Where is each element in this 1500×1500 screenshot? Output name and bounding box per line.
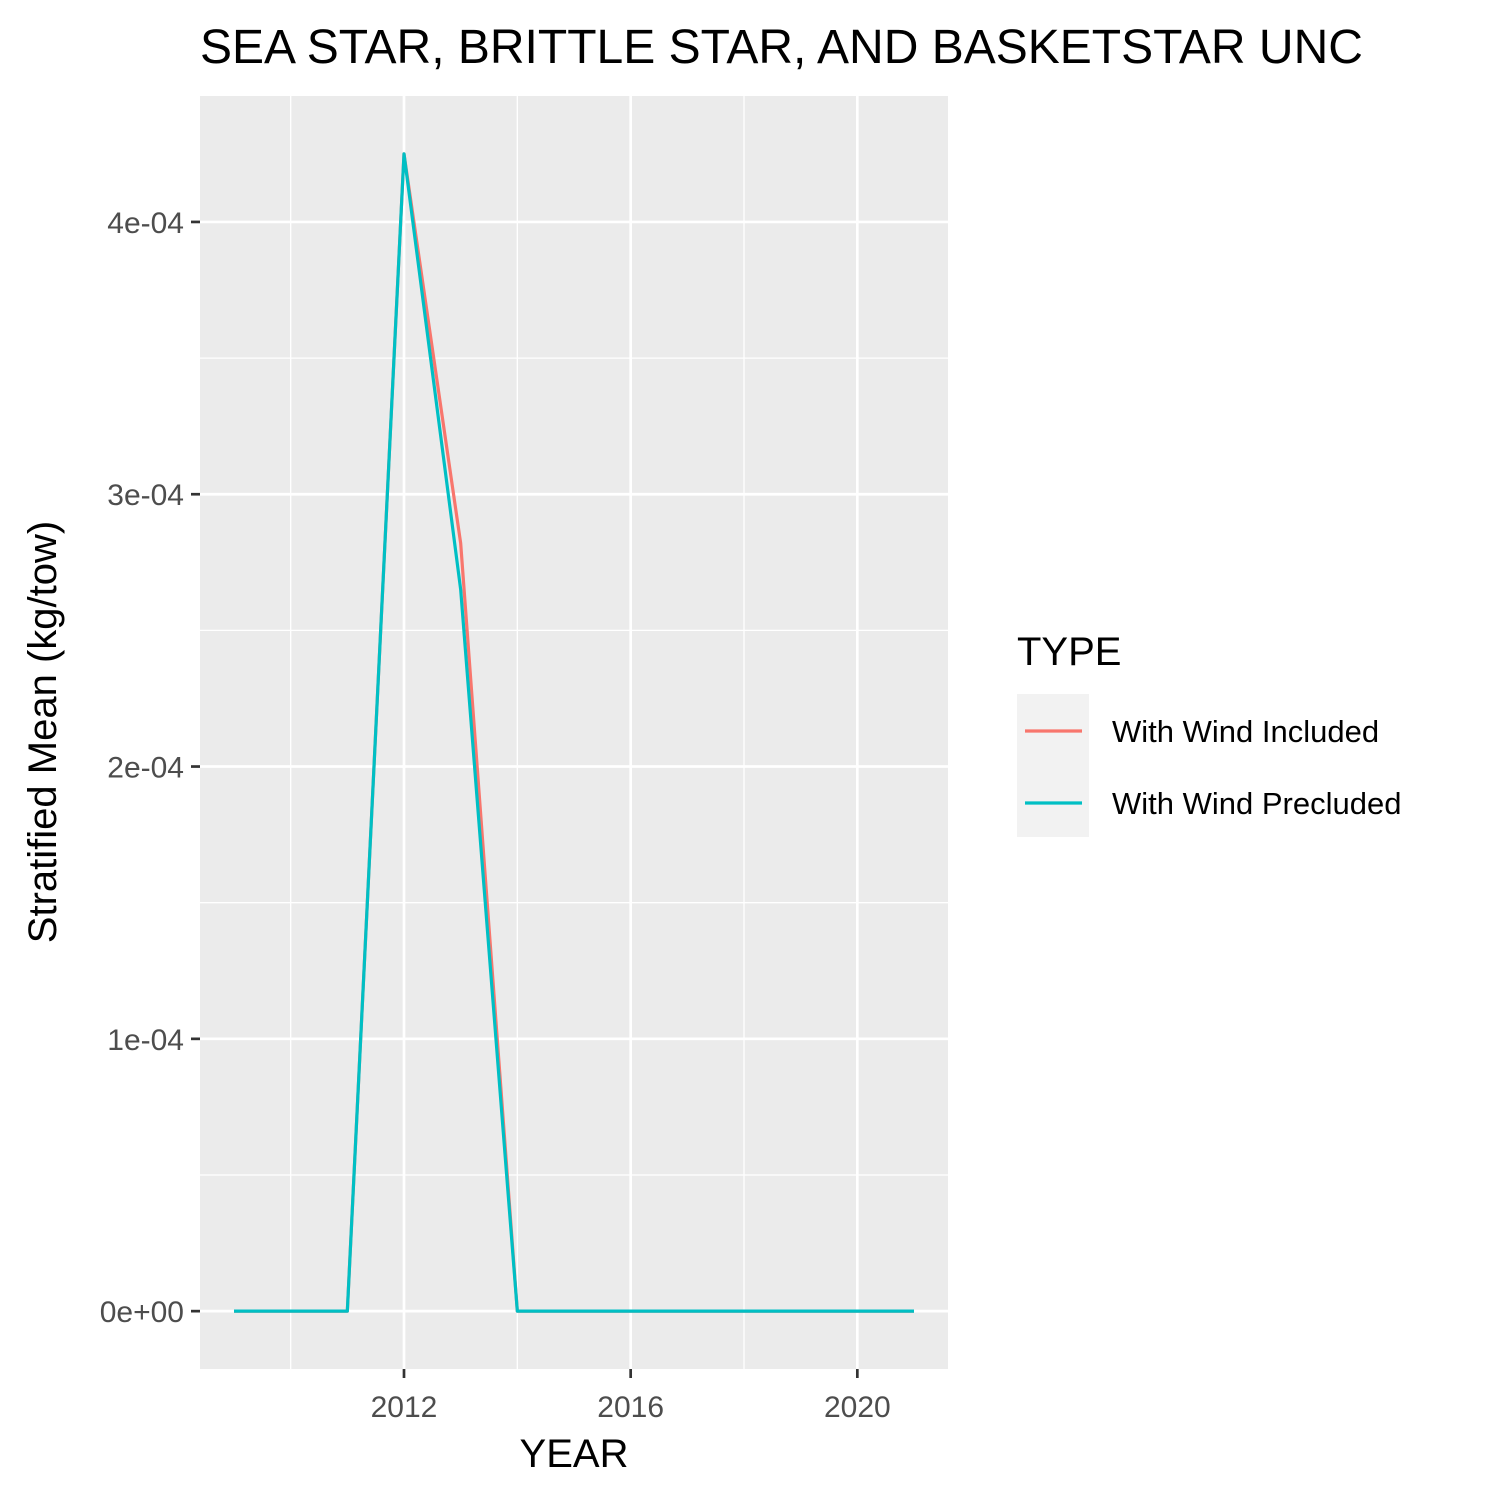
x-tick-label: 2016 [597,1391,664,1424]
legend: TYPE With Wind Included With Wind Preclud… [1017,630,1401,837]
legend-label-2: With Wind Precluded [1112,786,1401,821]
legend-label-1: With Wind Included [1112,714,1379,749]
plot-panel [200,96,948,1369]
y-tick-label: 4e-04 [107,207,184,240]
y-axis: 0e+00 1e-04 2e-04 3e-04 4e-04 [100,207,200,1329]
y-tick-label: 0e+00 [100,1296,184,1329]
x-tick-label: 2020 [824,1391,891,1424]
y-tick-label: 3e-04 [107,479,184,512]
y-axis-title: Stratified Mean (kg/tow) [21,521,65,943]
x-axis: 2012 2016 2020 [371,1369,891,1424]
legend-items: With Wind Included With Wind Precluded [1025,714,1401,821]
legend-keys-background [1017,694,1089,837]
series-layer [234,152,914,1313]
legend-title: TYPE [1017,630,1121,674]
minor-gridlines [200,96,948,1369]
chart-title: SEA STAR, BRITTLE STAR, AND BASKETSTAR U… [200,21,1363,74]
y-tick-label: 1e-04 [107,1024,184,1057]
x-axis-title: YEAR [520,1432,629,1476]
series-line-2 [234,152,914,1313]
x-tick-label: 2012 [371,1391,438,1424]
y-tick-label: 2e-04 [107,752,184,785]
